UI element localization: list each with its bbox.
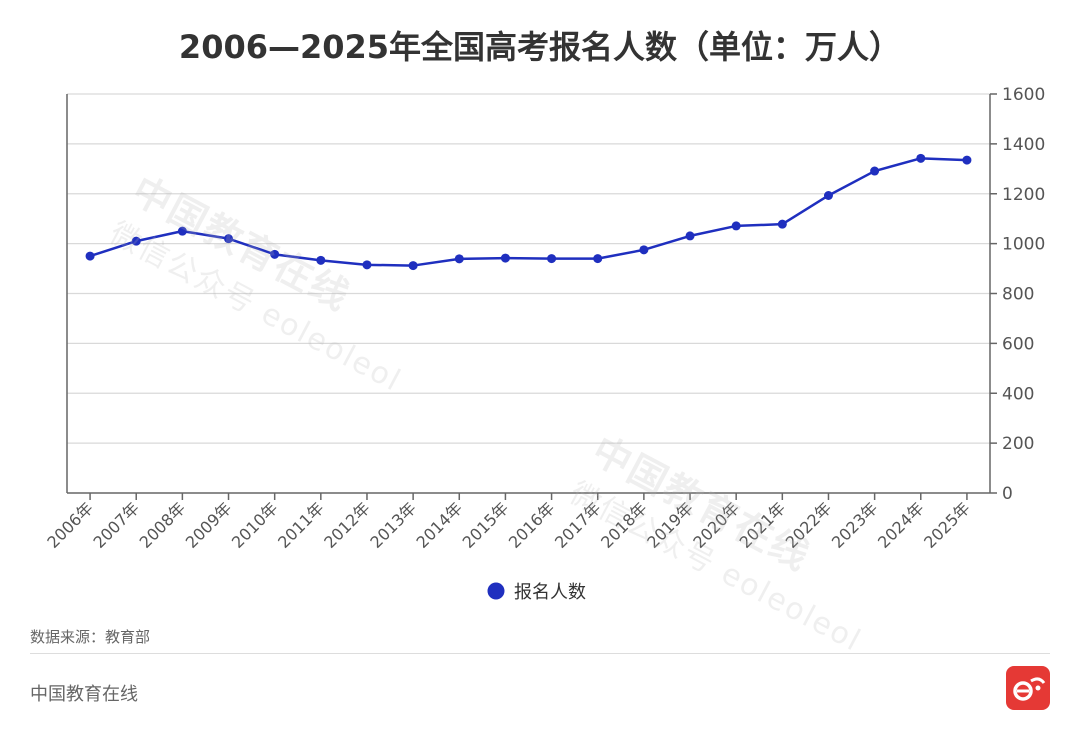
brand-name: 中国教育在线	[30, 684, 138, 705]
data-point-2[interactable]	[177, 226, 187, 236]
data-point-12[interactable]	[639, 245, 649, 255]
data-point-16[interactable]	[823, 190, 833, 200]
y-tick-label-400: 400	[1002, 384, 1034, 404]
series-line-0	[89, 157, 967, 267]
x-tick-label-4: 2010年	[228, 498, 282, 552]
x-tick-label-6: 2012年	[320, 498, 374, 552]
y-tick-label-1200: 1200	[1002, 185, 1045, 205]
data-point-5[interactable]	[316, 255, 326, 265]
y-tick-label-1000: 1000	[1002, 235, 1045, 255]
x-tick-label-16: 2022年	[782, 498, 836, 552]
y-tick-label-600: 600	[1002, 334, 1034, 354]
x-tick-label-15: 2021年	[736, 498, 790, 552]
data-point-18[interactable]	[916, 153, 926, 163]
x-axis-ticks: 2006年2007年2008年2009年2010年2011年2012年2013年…	[43, 493, 974, 552]
legend-label: 报名人数	[514, 582, 586, 603]
x-tick-label-18: 2024年	[874, 498, 928, 552]
y-tick-label-1400: 1400	[1002, 135, 1045, 155]
data-point-3[interactable]	[224, 234, 234, 244]
x-tick-label-0: 2006年	[43, 498, 97, 552]
data-point-19[interactable]	[962, 155, 972, 165]
x-tick-label-11: 2017年	[551, 498, 605, 552]
y-tick-label-1600: 1600	[1002, 85, 1045, 105]
data-point-0[interactable]	[85, 251, 95, 261]
y-tick-label-800: 800	[1002, 285, 1034, 305]
data-point-13[interactable]	[685, 231, 695, 241]
data-point-15[interactable]	[777, 219, 787, 229]
eol-logo-icon	[1006, 666, 1050, 710]
data-point-14[interactable]	[731, 221, 741, 231]
x-tick-label-12: 2018年	[597, 498, 651, 552]
legend-marker	[487, 582, 505, 600]
data-point-9[interactable]	[500, 253, 510, 263]
data-point-11[interactable]	[593, 254, 603, 264]
x-tick-label-10: 2016年	[505, 498, 559, 552]
chart-title: 2006—2025年全国高考报名人数（单位：万人）	[178, 28, 902, 66]
data-source: 数据来源：教育部	[30, 628, 151, 646]
x-tick-label-19: 2025年	[920, 498, 974, 552]
data-point-7[interactable]	[408, 261, 418, 271]
data-point-1[interactable]	[131, 236, 141, 246]
data-point-10[interactable]	[547, 254, 557, 264]
data-point-6[interactable]	[362, 260, 372, 270]
y-axis-ticks: 0 200 400 600 800 1000 1200 1400 1600	[990, 85, 1045, 504]
x-tick-label-2: 2008年	[136, 498, 190, 552]
x-tick-label-8: 2014年	[413, 498, 467, 552]
series-group	[85, 153, 972, 271]
data-point-17[interactable]	[870, 166, 880, 176]
footer-divider	[30, 653, 1050, 654]
grid-lines	[67, 93, 990, 444]
x-tick-label-5: 2011年	[274, 498, 328, 552]
x-tick-label-1: 2007年	[90, 498, 144, 552]
data-point-8[interactable]	[454, 254, 464, 264]
x-tick-label-3: 2009年	[182, 498, 236, 552]
y-tick-label-0: 0	[1002, 484, 1013, 504]
data-point-4[interactable]	[270, 249, 280, 259]
x-tick-label-13: 2019年	[643, 498, 697, 552]
y-tick-label-200: 200	[1002, 434, 1034, 454]
legend[interactable]: 报名人数	[487, 582, 587, 603]
x-tick-label-17: 2023年	[828, 498, 882, 552]
x-tick-label-9: 2015年	[459, 498, 513, 552]
x-tick-label-14: 2020年	[689, 498, 743, 552]
x-tick-label-7: 2013年	[366, 498, 420, 552]
